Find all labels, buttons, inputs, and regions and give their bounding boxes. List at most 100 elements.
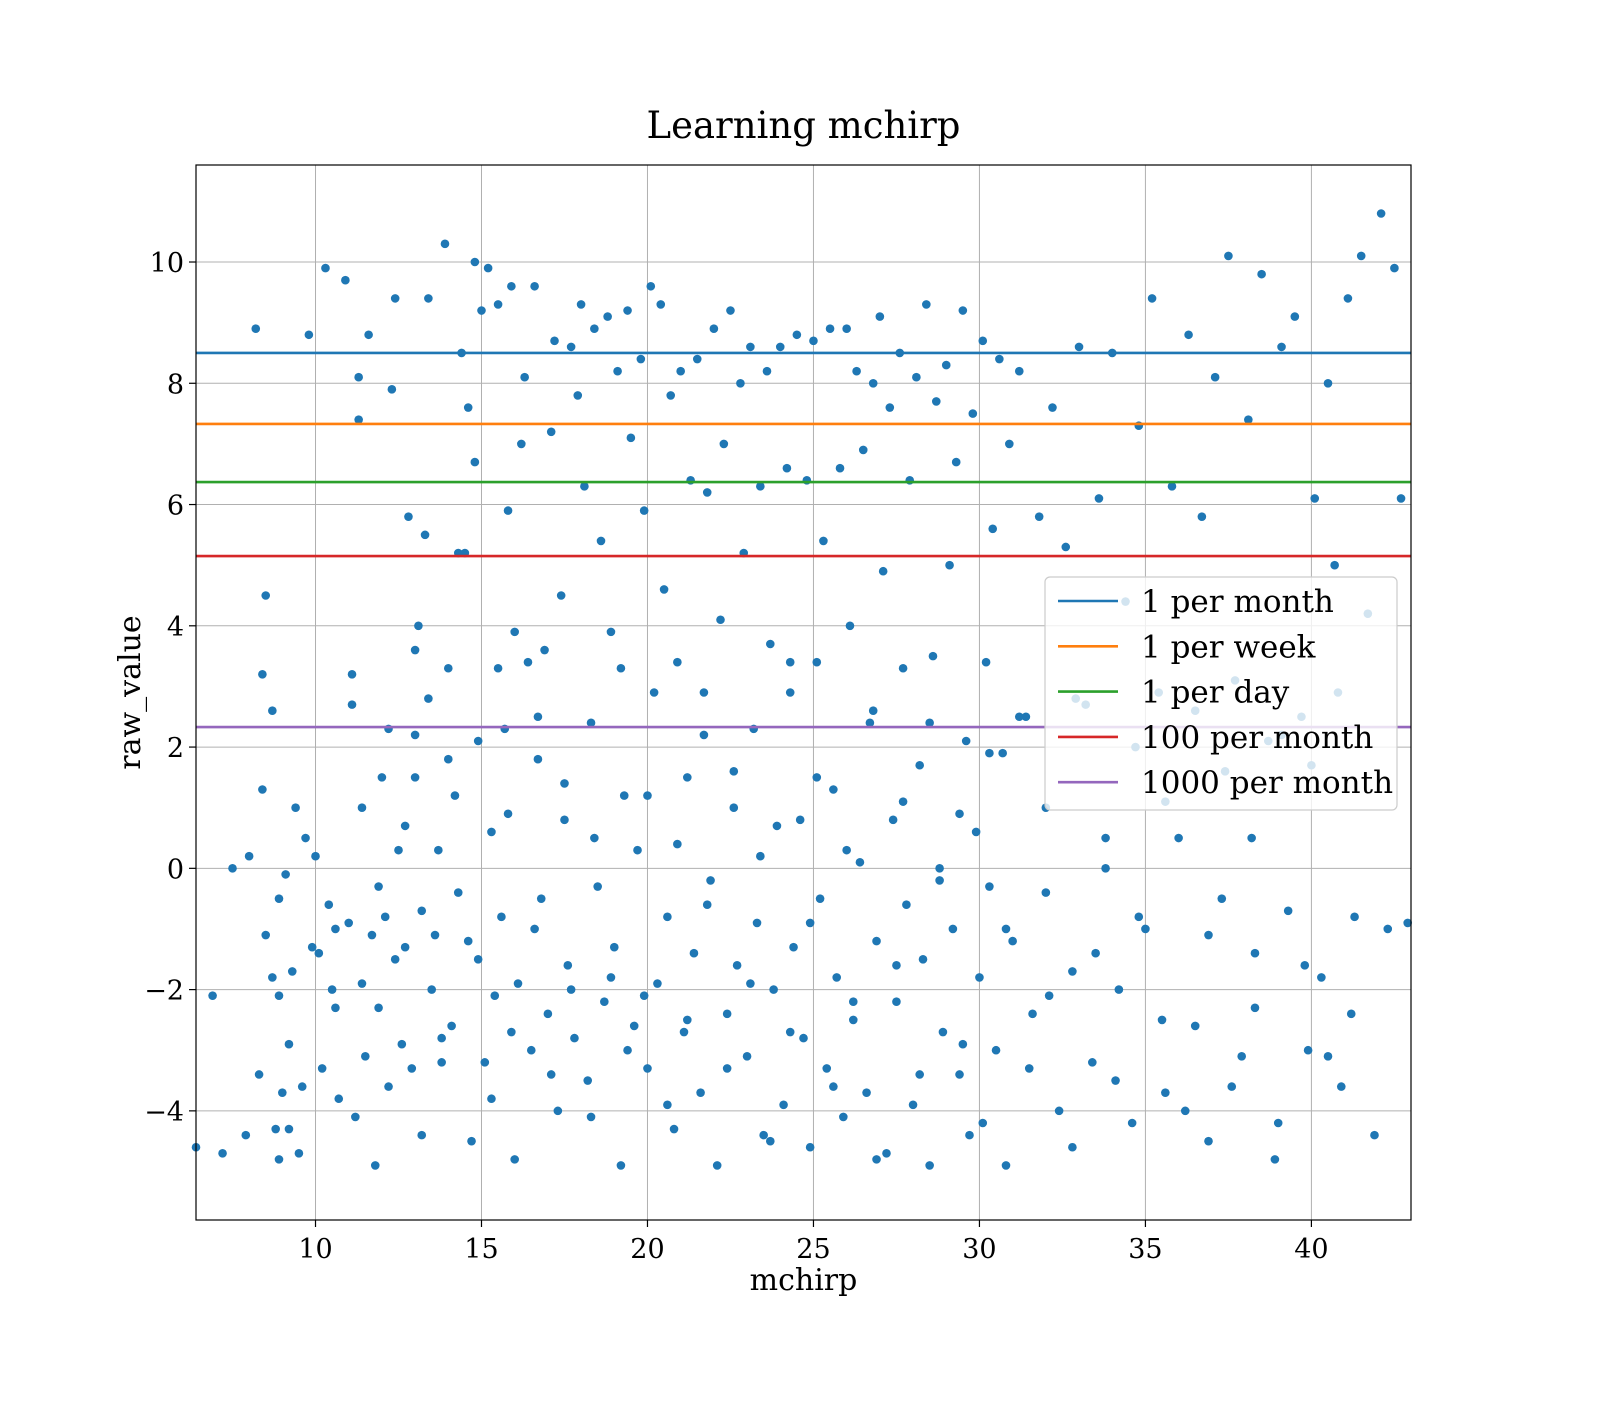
scatter-point	[955, 809, 964, 819]
scatter-point	[420, 530, 430, 540]
scatter-point	[530, 924, 539, 934]
scatter-point	[407, 1064, 417, 1073]
scatter-point	[629, 1021, 639, 1031]
legend-label: 1 per week	[1141, 629, 1316, 665]
scatter-point	[961, 736, 971, 746]
scatter-point	[586, 1112, 596, 1122]
scatter-point	[888, 815, 898, 825]
scatter-point	[908, 1100, 918, 1110]
scatter-point	[1001, 924, 1011, 934]
scatter-point	[347, 670, 357, 679]
scatter-point	[978, 336, 988, 346]
scatter-point	[268, 706, 277, 715]
scatter-point	[317, 1064, 327, 1073]
scatter-point	[1356, 251, 1366, 261]
scatter-point	[354, 415, 363, 424]
scatter-point	[1101, 833, 1110, 843]
y-axis-label: raw_value	[113, 615, 148, 769]
scatter-point	[477, 306, 486, 315]
scatter-point	[935, 864, 944, 873]
scatter-point	[805, 1142, 815, 1152]
scatter-point	[995, 354, 1004, 364]
chart-title: Learning mchirp	[647, 104, 961, 147]
scatter-point	[1048, 403, 1057, 412]
scatter-point	[258, 670, 267, 679]
scatter-point	[951, 457, 961, 467]
scatter-point	[258, 785, 267, 794]
scatter-point	[254, 1070, 264, 1079]
scatter-point	[699, 730, 709, 740]
scatter-point	[988, 524, 998, 534]
scatter-point	[1323, 1051, 1333, 1061]
scatter-point	[736, 378, 745, 388]
scatter-point	[344, 918, 354, 928]
scatter-point	[301, 833, 310, 843]
scatter-point	[769, 985, 778, 994]
scatter-point	[1217, 894, 1227, 903]
scatter-point	[938, 1027, 948, 1037]
scatter-point	[311, 851, 320, 861]
scatter-point	[726, 306, 735, 315]
scatter-point	[692, 354, 702, 364]
scatter-point	[683, 773, 692, 782]
scatter-point	[513, 979, 523, 988]
scatter-point	[722, 1064, 732, 1073]
scatter-point	[845, 621, 855, 631]
scatter-point	[603, 312, 612, 321]
scatter-point	[470, 457, 480, 467]
scatter-point	[609, 942, 619, 952]
scatter-point	[331, 1003, 340, 1013]
scatter-point	[958, 1039, 968, 1049]
scatter-point	[1041, 888, 1051, 897]
scatter-point	[616, 663, 626, 673]
legend-label: 1 per month	[1141, 584, 1334, 620]
scatter-point	[410, 773, 420, 782]
scatter-point	[702, 488, 712, 497]
scatter-point	[546, 1070, 556, 1079]
scatter-point	[467, 1136, 476, 1146]
scatter-point	[643, 791, 652, 800]
scatter-point	[766, 639, 775, 649]
scatter-point	[341, 275, 350, 285]
scatter-point	[785, 688, 795, 697]
scatter-point	[746, 979, 755, 988]
scatter-point	[404, 512, 413, 521]
scatter-point	[1028, 1009, 1037, 1019]
scatter-point	[868, 378, 878, 388]
scatter-point	[659, 585, 669, 594]
scatter-point	[1190, 1021, 1200, 1031]
scatter-point	[862, 1088, 871, 1097]
scatter-point	[410, 730, 420, 740]
scatter-point	[384, 1082, 393, 1091]
scatter-point	[1141, 924, 1150, 934]
scatter-point	[1270, 1155, 1280, 1164]
scatter-point	[1021, 712, 1031, 722]
scatter-point	[291, 803, 300, 813]
scatter-point	[563, 961, 573, 970]
scatter-point	[829, 785, 838, 794]
legend-label: 100 per month	[1141, 720, 1373, 756]
scatter-point	[653, 979, 662, 988]
scatter-point	[931, 397, 941, 406]
scatter-point	[998, 748, 1007, 758]
scatter-point	[377, 773, 387, 782]
scatter-point	[470, 257, 480, 267]
scatter-point	[596, 536, 606, 546]
scatter-point	[1343, 294, 1353, 303]
scatter-point	[829, 1082, 838, 1091]
scatter-point	[709, 324, 719, 334]
y-tick-label: 0	[167, 854, 184, 885]
scatter-point	[1210, 372, 1220, 382]
scatter-point	[842, 845, 851, 855]
scatter-point	[985, 882, 994, 891]
scatter-point	[623, 1045, 632, 1055]
scatter-point	[1088, 1058, 1097, 1067]
scatter-point	[450, 791, 460, 800]
scatter-point	[364, 330, 373, 340]
scatter-point	[324, 900, 334, 910]
scatter-point	[1101, 864, 1110, 873]
scatter-point	[490, 991, 500, 1000]
scatter-point	[533, 712, 543, 722]
scatter-point	[716, 615, 725, 625]
scatter-point	[374, 1003, 383, 1013]
